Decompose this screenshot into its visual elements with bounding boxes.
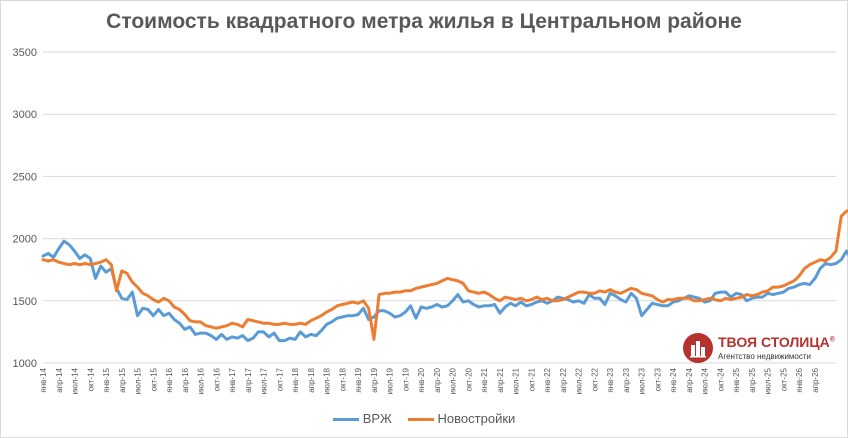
x-axis: янв-14 апр-14 июл-14 окт-14 янв-15 апр-15 июл-… xyxy=(39,367,820,394)
x-tick-label: апр-18 xyxy=(307,367,316,392)
x-tick-label: июл-23 xyxy=(638,367,647,394)
y-tick-label: 3000 xyxy=(13,109,37,121)
x-tick-label: янв-18 xyxy=(291,367,300,392)
logo-subtitle: Агентство недвижимости xyxy=(718,352,811,361)
y-tick-label: 1500 xyxy=(13,296,37,308)
logo-registered-mark: ® xyxy=(829,336,835,344)
x-tick-label: апр-15 xyxy=(118,367,127,392)
x-tick-label: окт-16 xyxy=(212,367,221,391)
y-tick-label: 2500 xyxy=(13,171,37,183)
x-tick-label: окт-22 xyxy=(590,367,599,391)
x-tick-label: апр-19 xyxy=(370,367,379,392)
agency-logo: ТВОЯ СТОЛИЦА® Агентство недвижимости xyxy=(683,333,835,363)
x-tick-label: апр-25 xyxy=(748,367,757,392)
x-tick-label: янв-19 xyxy=(354,367,363,392)
x-tick-label: апр-17 xyxy=(244,367,253,392)
x-tick-label: июл-14 xyxy=(71,367,80,394)
x-tick-label: окт-15 xyxy=(149,367,158,391)
series-line-novostroyki xyxy=(41,209,848,341)
x-tick-label: окт-24 xyxy=(717,367,726,391)
x-tick-label: апр-21 xyxy=(496,367,505,392)
x-tick-label: июл-15 xyxy=(134,367,143,394)
x-tick-label: апр-26 xyxy=(811,367,820,392)
y-axis: 1000 1500 2000 2500 3000 3500 xyxy=(13,47,37,370)
legend-swatch-novostroyki xyxy=(407,418,434,422)
x-tick-label: апр-23 xyxy=(622,367,631,392)
legend: ВРЖ Новостройки xyxy=(0,410,848,426)
x-tick-label: апр-16 xyxy=(181,367,190,392)
x-tick-label: апр-14 xyxy=(55,367,64,392)
x-tick-label: янв-23 xyxy=(606,367,615,392)
x-tick-label: янв-21 xyxy=(480,367,489,392)
x-tick-label: янв-16 xyxy=(165,367,174,392)
x-tick-label: янв-24 xyxy=(669,367,678,392)
y-tick-label: 2000 xyxy=(13,234,37,246)
x-tick-label: янв-22 xyxy=(543,367,552,392)
x-tick-label: июл-18 xyxy=(323,367,332,394)
x-tick-label: июл-22 xyxy=(575,367,584,394)
chart-title: Стоимость квадратного метра жилья в Цент… xyxy=(106,10,742,33)
series-lines xyxy=(41,209,848,343)
x-tick-label: июл-17 xyxy=(260,367,269,394)
legend-label-vrzh: ВРЖ xyxy=(362,411,392,427)
x-tick-label: окт-25 xyxy=(780,367,789,391)
x-tick-label: янв-14 xyxy=(39,367,48,392)
x-tick-label: апр-24 xyxy=(685,367,694,392)
x-tick-label: окт-18 xyxy=(338,367,347,391)
x-tick-label: янв-26 xyxy=(795,367,804,392)
y-tick-label: 3500 xyxy=(13,47,37,59)
x-tick-label: апр-22 xyxy=(559,367,568,392)
x-tick-label: янв-15 xyxy=(102,367,111,392)
x-tick-label: янв-20 xyxy=(417,367,426,392)
x-tick-label: июл-25 xyxy=(764,367,773,394)
x-tick-label: апр-20 xyxy=(433,367,442,392)
x-tick-label: июл-21 xyxy=(512,367,521,394)
legend-item-vrzh: ВРЖ xyxy=(332,411,392,427)
logo-name-text: ТВОЯ СТОЛИЦА xyxy=(718,334,830,350)
x-tick-label: окт-19 xyxy=(401,367,410,391)
legend-label-novostroyki: Новостройки xyxy=(437,411,516,427)
x-tick-label: окт-17 xyxy=(275,367,284,391)
x-tick-label: янв-25 xyxy=(732,367,741,392)
x-tick-label: июл-20 xyxy=(449,367,458,394)
legend-item-novostroyki: Новостройки xyxy=(407,411,516,427)
x-tick-label: янв-17 xyxy=(228,367,237,392)
logo-name: ТВОЯ СТОЛИЦА® xyxy=(718,334,835,350)
x-tick-label: июл-16 xyxy=(197,367,206,394)
x-tick-label: окт-14 xyxy=(86,367,95,391)
y-tick-label: 1000 xyxy=(13,358,37,370)
x-tick-label: окт-20 xyxy=(464,367,473,391)
legend-swatch-vrzh xyxy=(332,418,359,422)
building-icon xyxy=(683,333,713,363)
grid-lines xyxy=(43,51,836,364)
series-line-vrzh xyxy=(41,239,848,343)
x-tick-label: июл-24 xyxy=(701,367,710,394)
x-tick-label: окт-21 xyxy=(527,367,536,391)
x-tick-label: июл-19 xyxy=(386,367,395,394)
x-tick-label: окт-23 xyxy=(653,367,662,391)
